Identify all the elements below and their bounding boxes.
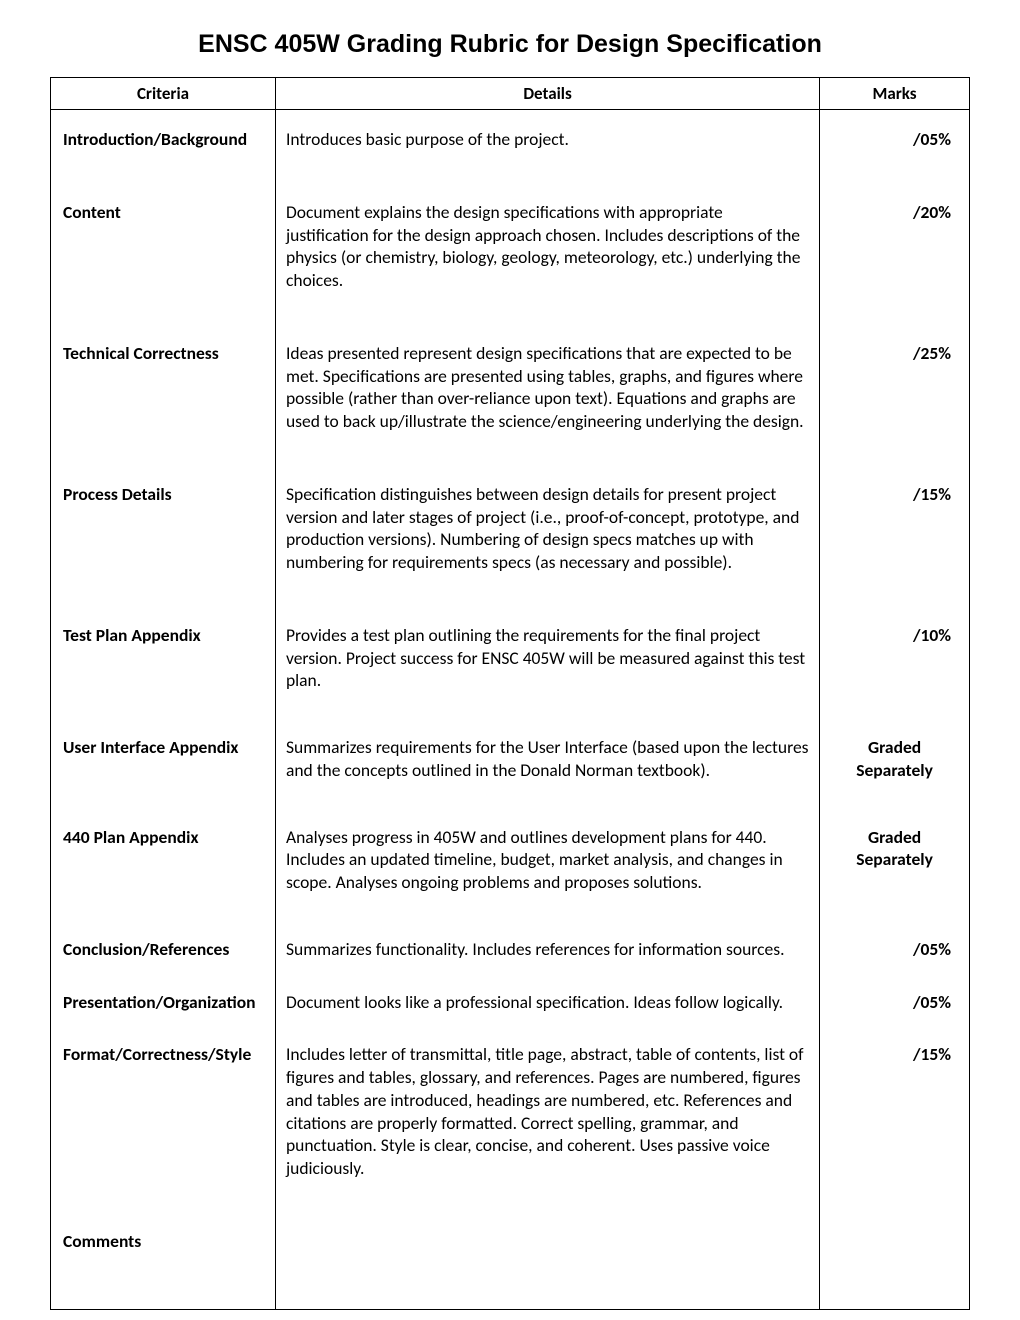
header-marks: Marks bbox=[820, 78, 970, 110]
marks-cell: Graded Separately bbox=[820, 718, 970, 808]
criteria-cell: User Interface Appendix bbox=[51, 718, 276, 808]
marks-cell: /05% bbox=[820, 110, 970, 183]
details-cell: Introduces basic purpose of the project. bbox=[275, 110, 819, 183]
marks-cell: /15% bbox=[820, 1025, 970, 1212]
table-row: Conclusion/References Summarizes functio… bbox=[51, 920, 970, 973]
details-cell: Summarizes functionality. Includes refer… bbox=[275, 920, 819, 973]
header-details: Details bbox=[275, 78, 819, 110]
table-row: Presentation/Organization Document looks… bbox=[51, 973, 970, 1026]
marks-cell: /20% bbox=[820, 183, 970, 324]
table-row: Technical Correctness Ideas presented re… bbox=[51, 324, 970, 465]
details-cell bbox=[275, 1212, 819, 1309]
marks-cell: /15% bbox=[820, 465, 970, 606]
criteria-cell: Format/Correctness/Style bbox=[51, 1025, 276, 1212]
header-criteria: Criteria bbox=[51, 78, 276, 110]
details-cell: Includes letter of transmittal, title pa… bbox=[275, 1025, 819, 1212]
criteria-cell: Technical Correctness bbox=[51, 324, 276, 465]
table-row: User Interface Appendix Summarizes requi… bbox=[51, 718, 970, 808]
marks-cell bbox=[820, 1212, 970, 1309]
criteria-cell: Process Details bbox=[51, 465, 276, 606]
table-row: Process Details Specification distinguis… bbox=[51, 465, 970, 606]
marks-cell: /05% bbox=[820, 973, 970, 1026]
marks-cell: Graded Separately bbox=[820, 808, 970, 920]
criteria-cell: Presentation/Organization bbox=[51, 973, 276, 1026]
details-cell: Document explains the design specificati… bbox=[275, 183, 819, 324]
details-cell: Document looks like a professional speci… bbox=[275, 973, 819, 1026]
table-row: Test Plan Appendix Provides a test plan … bbox=[51, 606, 970, 718]
table-row: Introduction/Background Introduces basic… bbox=[51, 110, 970, 183]
table-row: Format/Correctness/Style Includes letter… bbox=[51, 1025, 970, 1212]
criteria-cell: Conclusion/References bbox=[51, 920, 276, 973]
header-row: Criteria Details Marks bbox=[51, 78, 970, 110]
table-row: Content Document explains the design spe… bbox=[51, 183, 970, 324]
criteria-cell: Introduction/Background bbox=[51, 110, 276, 183]
details-cell: Ideas presented represent design specifi… bbox=[275, 324, 819, 465]
details-cell: Analyses progress in 405W and outlines d… bbox=[275, 808, 819, 920]
details-cell: Specification distinguishes between desi… bbox=[275, 465, 819, 606]
marks-cell: /25% bbox=[820, 324, 970, 465]
marks-cell: /05% bbox=[820, 920, 970, 973]
marks-cell: /10% bbox=[820, 606, 970, 718]
criteria-cell: Test Plan Appendix bbox=[51, 606, 276, 718]
details-cell: Summarizes requirements for the User Int… bbox=[275, 718, 819, 808]
table-row: 440 Plan Appendix Analyses progress in 4… bbox=[51, 808, 970, 920]
criteria-cell: Comments bbox=[51, 1212, 276, 1309]
page-title: ENSC 405W Grading Rubric for Design Spec… bbox=[50, 30, 970, 59]
details-cell: Provides a test plan outlining the requi… bbox=[275, 606, 819, 718]
criteria-cell: 440 Plan Appendix bbox=[51, 808, 276, 920]
table-row: Comments bbox=[51, 1212, 970, 1309]
criteria-cell: Content bbox=[51, 183, 276, 324]
rubric-table: Criteria Details Marks Introduction/Back… bbox=[50, 77, 970, 1310]
